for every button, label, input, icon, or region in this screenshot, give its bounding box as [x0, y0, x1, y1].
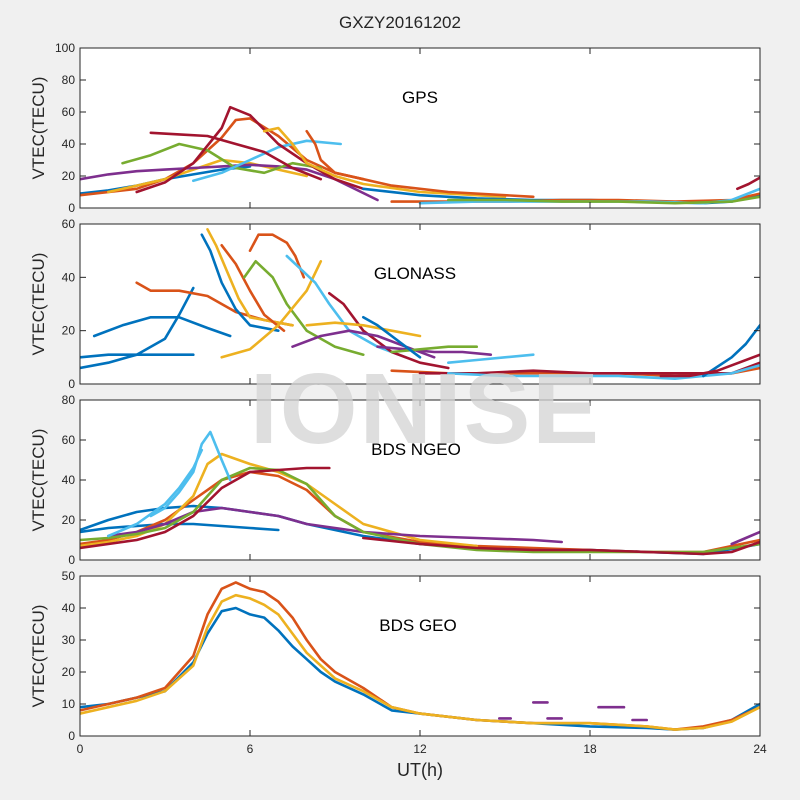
y-tick-label: 80 — [62, 393, 76, 407]
series-line-14 — [735, 176, 760, 191]
x-tick-label: 12 — [413, 742, 427, 756]
panel-label: GLONASS — [374, 264, 456, 283]
series-line-9 — [262, 126, 507, 199]
series-line-5 — [206, 228, 294, 327]
y-tick-label: 60 — [62, 105, 76, 119]
panel-4: 0 10 20 30 40 50 0 6 12 18 24 BDS GEO VTEC(TECU) — [29, 569, 767, 756]
plot-area — [80, 48, 760, 208]
series-line-8 — [149, 131, 323, 181]
series-line-11 — [730, 530, 760, 546]
series-line-21 — [446, 363, 760, 381]
series-line-3 — [80, 286, 195, 370]
series-line-9 — [243, 259, 365, 357]
panel-2: 0 20 40 60 GLONASS VTEC(TECU) — [29, 217, 761, 391]
series-line-14 — [376, 345, 493, 357]
series-line-4 — [80, 163, 379, 202]
y-tick-label: 40 — [62, 137, 76, 151]
y-tick-label: 40 — [62, 473, 76, 487]
y-tick-label: 10 — [62, 697, 76, 711]
series-line-22 — [701, 323, 760, 378]
series-line-5 — [107, 506, 564, 544]
y-axis-label: VTEC(TECU) — [29, 605, 48, 708]
x-tick-label: 18 — [583, 742, 597, 756]
series-line-7 — [220, 244, 286, 333]
panel-label: BDS GEO — [379, 616, 456, 635]
panel-label: GPS — [402, 88, 438, 107]
y-axis-label: VTEC(TECU) — [29, 253, 48, 356]
y-tick-label: 60 — [62, 433, 76, 447]
y-tick-label: 40 — [62, 601, 76, 615]
y-tick-label: 0 — [68, 553, 75, 567]
panel-label: BDS NGEO — [371, 440, 461, 459]
series-group — [80, 581, 760, 731]
series-line-17 — [390, 345, 479, 354]
plot-area — [80, 400, 760, 560]
panel-1: 0 20 40 60 80 100 GPS VTEC(TECU) — [29, 41, 761, 215]
series-line-6 — [200, 233, 280, 333]
series-line-23 — [659, 353, 760, 378]
y-tick-label: 30 — [62, 633, 76, 647]
x-tick-label: 24 — [753, 742, 767, 756]
x-axis-label: UT(h) — [397, 760, 443, 780]
y-tick-label: 60 — [62, 217, 76, 231]
series-line-3 — [80, 593, 760, 731]
series-line-16 — [446, 353, 535, 365]
y-tick-label: 20 — [62, 169, 76, 183]
y-tick-label: 0 — [68, 729, 75, 743]
series-line-7 — [135, 105, 365, 194]
series-line-2 — [92, 315, 232, 338]
series-line-6 — [80, 466, 760, 554]
y-tick-label: 20 — [62, 665, 76, 679]
y-tick-label: 40 — [62, 270, 76, 284]
y-tick-label: 80 — [62, 73, 76, 87]
series-line-18 — [361, 315, 422, 359]
x-tick-label: 6 — [247, 742, 254, 756]
y-tick-label: 0 — [68, 377, 75, 391]
x-tick-label: 0 — [77, 742, 84, 756]
series-line-8 — [248, 233, 306, 279]
figure-title: GXZY20161202 — [339, 13, 461, 32]
series-line-10 — [305, 129, 535, 199]
y-axis-label: VTEC(TECU) — [29, 429, 48, 532]
series-group — [80, 105, 760, 205]
plot-area — [80, 576, 760, 736]
panel-3: 0 20 40 60 80 BDS NGEO VTEC(TECU) — [29, 393, 761, 567]
series-line-9 — [80, 466, 331, 550]
y-axis-label: VTEC(TECU) — [29, 77, 48, 180]
series-line-12 — [327, 291, 450, 370]
y-tick-label: 50 — [62, 569, 76, 583]
y-tick-label: 20 — [62, 513, 76, 527]
series-group — [80, 430, 760, 556]
plot-area — [80, 224, 760, 384]
series-line-10 — [361, 536, 760, 556]
y-tick-label: 0 — [68, 201, 75, 215]
y-tick-label: 20 — [62, 324, 76, 338]
series-line-15 — [305, 321, 422, 338]
series-group — [80, 228, 760, 381]
series-line-15 — [446, 195, 760, 205]
y-tick-label: 100 — [55, 41, 75, 55]
series-line-8 — [107, 448, 204, 538]
